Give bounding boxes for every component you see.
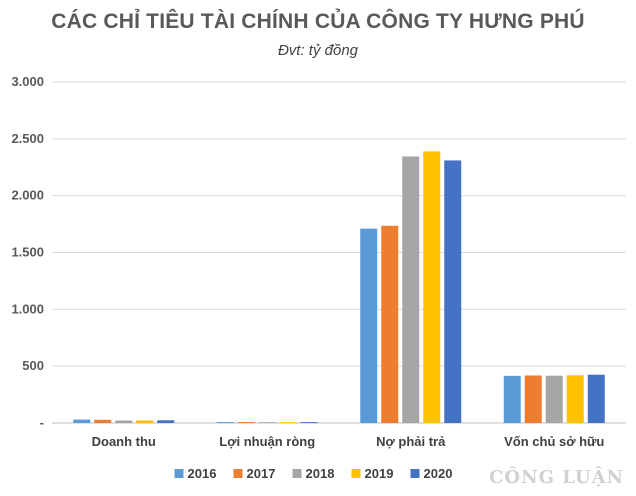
bar-2017: [381, 225, 399, 423]
y-axis-ticks: - 500 1.000 1.500 2.000 2.500 3.000: [11, 74, 44, 430]
bar-2020: [444, 160, 462, 423]
bar-2018: [115, 420, 133, 423]
y-tick-label: 1.000: [11, 301, 44, 316]
category-label: Lợi nhuận ròng: [219, 434, 315, 449]
bar-2017: [94, 419, 112, 423]
legend-swatch: [233, 469, 243, 478]
bar-2019: [423, 151, 441, 423]
y-tick-label: 2.500: [11, 131, 44, 146]
legend-swatch: [410, 469, 420, 478]
watermark-logo: CÔNG LUẬN: [489, 467, 624, 488]
bar-2017: [237, 422, 255, 423]
y-tick-label: 1.500: [11, 245, 44, 260]
bar-2016: [360, 228, 378, 423]
legend-label: 2020: [424, 466, 453, 481]
bar-2018: [545, 375, 563, 423]
bars: [73, 151, 605, 423]
bar-2018: [258, 422, 276, 423]
chart-subtitle: Đvt: tỷ đồng: [277, 42, 359, 59]
category-label: Doanh thu: [92, 434, 156, 449]
y-tick-label: 3.000: [11, 74, 44, 89]
bar-2016: [216, 422, 234, 423]
legend: 2016 2017 2018 2019 2020: [174, 466, 453, 481]
legend-label: 2017: [247, 466, 276, 481]
bar-2017: [524, 375, 542, 423]
bar-2020: [587, 374, 605, 423]
bar-2016: [73, 419, 91, 423]
chart-title: CÁC CHỈ TIÊU TÀI CHÍNH CỦA CÔNG TY HƯNG …: [51, 10, 585, 33]
legend-label: 2019: [365, 466, 394, 481]
bar-2018: [402, 156, 420, 423]
x-axis-categories: Doanh thu Lợi nhuận ròng Nợ phải trả Vốn ch…: [92, 434, 605, 449]
bar-2019: [279, 422, 297, 423]
y-tick-label: -: [40, 415, 44, 430]
bar-2019: [136, 420, 154, 423]
legend-swatch: [351, 469, 361, 478]
y-tick-label: 2.000: [11, 188, 44, 203]
legend-label: 2018: [306, 466, 335, 481]
gridlines: [52, 81, 626, 424]
legend-swatch: [292, 469, 302, 478]
category-label: Nợ phải trả: [376, 434, 446, 449]
bar-2020: [157, 420, 175, 423]
legend-label: 2016: [188, 466, 217, 481]
category-label: Vốn chủ sở hữu: [504, 434, 604, 449]
bar-2016: [503, 375, 521, 423]
y-tick-label: 500: [22, 358, 44, 373]
bar-2020: [300, 422, 318, 423]
legend-swatch: [174, 469, 184, 478]
bar-2019: [566, 375, 584, 423]
